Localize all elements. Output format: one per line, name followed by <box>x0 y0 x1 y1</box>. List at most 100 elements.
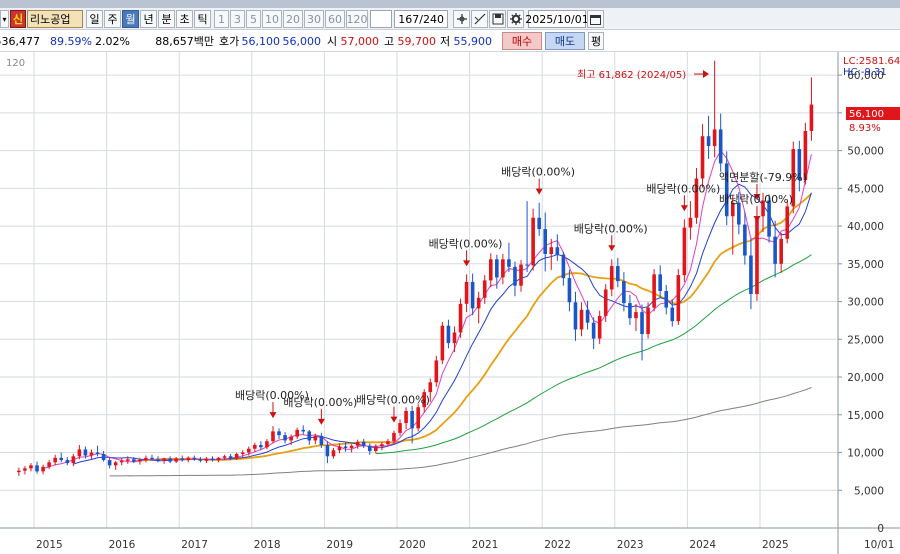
draw-line-tool-icon[interactable] <box>471 10 488 28</box>
candle-body <box>712 129 717 147</box>
candle-body <box>779 238 783 264</box>
period-second-button[interactable]: 초 <box>176 10 193 28</box>
interval-120-button[interactable]: 120 <box>346 10 368 28</box>
window-top-strip <box>0 0 900 8</box>
candle <box>404 407 408 430</box>
candle <box>156 456 160 463</box>
candle <box>755 207 759 301</box>
candle-body <box>688 217 693 228</box>
period-tick-button[interactable]: 틱 <box>194 10 211 28</box>
interval-10-button[interactable]: 10 <box>262 10 282 28</box>
interval-30-button[interactable]: 30 <box>304 10 324 28</box>
annotation-label: 배당락(0.00%) <box>283 396 357 409</box>
candle <box>519 260 523 292</box>
y-tick-label: 0 <box>877 523 884 535</box>
dropdown-arrow-icon[interactable]: ▾ <box>0 10 9 28</box>
candle <box>609 259 614 297</box>
candle <box>622 272 626 312</box>
candle <box>259 441 263 451</box>
candle-body <box>428 382 433 393</box>
period-year-button[interactable]: 년 <box>140 10 157 28</box>
candle-body <box>603 289 608 316</box>
interval-1-button[interactable]: 1 <box>214 10 229 28</box>
stock-name-field[interactable]: 리노공업 <box>27 10 83 28</box>
interval-3-button[interactable]: 3 <box>230 10 245 28</box>
price-chart[interactable]: 배당락(0.00%) 배당락(0.00%) 배당락(0.00%) 배당락(0.00%)… <box>0 52 900 554</box>
period-week-button[interactable]: 주 <box>104 10 121 28</box>
candle-body <box>71 456 76 464</box>
interval-custom-field[interactable] <box>370 10 392 28</box>
date-field[interactable]: 2025/10/01 <box>525 10 589 28</box>
candle <box>658 265 662 298</box>
buy-button[interactable]: 매수 <box>502 32 542 50</box>
candle-body <box>355 441 360 446</box>
candle <box>95 445 100 457</box>
candle-body <box>585 309 590 323</box>
sell-button[interactable]: 매도 <box>545 32 585 50</box>
y-tick-label: 25,000 <box>847 334 884 346</box>
candle <box>501 253 505 285</box>
candle-body <box>513 266 517 286</box>
x-tick-label: 2025 <box>762 539 789 551</box>
candle <box>380 441 384 451</box>
candle <box>410 405 414 444</box>
candle-body <box>374 446 378 452</box>
candle-body <box>718 129 723 164</box>
count-field[interactable]: 167/240 <box>394 10 448 28</box>
candle <box>646 302 650 339</box>
candle-body <box>597 315 602 339</box>
x-tick-label: 2019 <box>326 539 353 551</box>
eval-button[interactable]: 평 <box>588 32 604 50</box>
ask2-value: 56,000 <box>282 34 322 48</box>
period-day-button[interactable]: 일 <box>86 10 103 28</box>
candle-body <box>567 278 572 303</box>
hc-label: HC:-9.31 <box>843 67 887 78</box>
candle-body <box>343 446 348 448</box>
candle-body <box>77 449 82 457</box>
annotation-label: 배당락(0.00%) <box>356 394 430 407</box>
candle-body <box>700 136 705 179</box>
gear-icon[interactable] <box>507 10 524 28</box>
candle-body <box>349 445 354 448</box>
candle <box>724 151 729 226</box>
candle <box>603 284 608 322</box>
candle <box>652 269 656 312</box>
period-month-button[interactable]: 월 <box>122 10 139 28</box>
candle <box>549 238 554 270</box>
interval-60-button[interactable]: 60 <box>325 10 345 28</box>
candle-body <box>392 432 396 442</box>
interval-20-button[interactable]: 20 <box>283 10 303 28</box>
high-value: 59,700 <box>397 34 437 48</box>
candle-body <box>561 254 566 279</box>
candlestick-chart-svg: 배당락(0.00%)배당락(0.00%)배당락(0.00%)배당락(0.00%)… <box>0 52 900 554</box>
candle <box>355 439 360 449</box>
save-icon[interactable] <box>489 10 506 28</box>
period-minute-button[interactable]: 분 <box>158 10 175 28</box>
candle <box>271 426 275 444</box>
candle-body <box>295 429 299 437</box>
candle-body <box>652 274 656 308</box>
candle <box>779 232 783 273</box>
candle <box>150 454 154 461</box>
candle-body <box>501 259 505 278</box>
crosshair-tool-icon[interactable] <box>453 10 470 28</box>
annotation-label: 배당락(0.00%) <box>429 237 503 250</box>
candle-body <box>591 322 596 339</box>
candle <box>573 291 578 341</box>
candle <box>89 449 94 460</box>
candle-body <box>313 435 318 441</box>
candle-body <box>482 280 487 298</box>
candle <box>537 202 541 236</box>
candle <box>246 446 251 456</box>
interval-5-button[interactable]: 5 <box>246 10 261 28</box>
candle-body <box>404 411 408 424</box>
candle <box>23 466 27 475</box>
candle-body <box>307 431 312 441</box>
calendar-icon[interactable] <box>587 10 604 28</box>
candle-body <box>222 456 227 458</box>
candle <box>47 460 51 470</box>
candle <box>718 113 723 172</box>
candle <box>791 141 796 214</box>
candle <box>694 167 699 224</box>
candle <box>700 124 705 188</box>
